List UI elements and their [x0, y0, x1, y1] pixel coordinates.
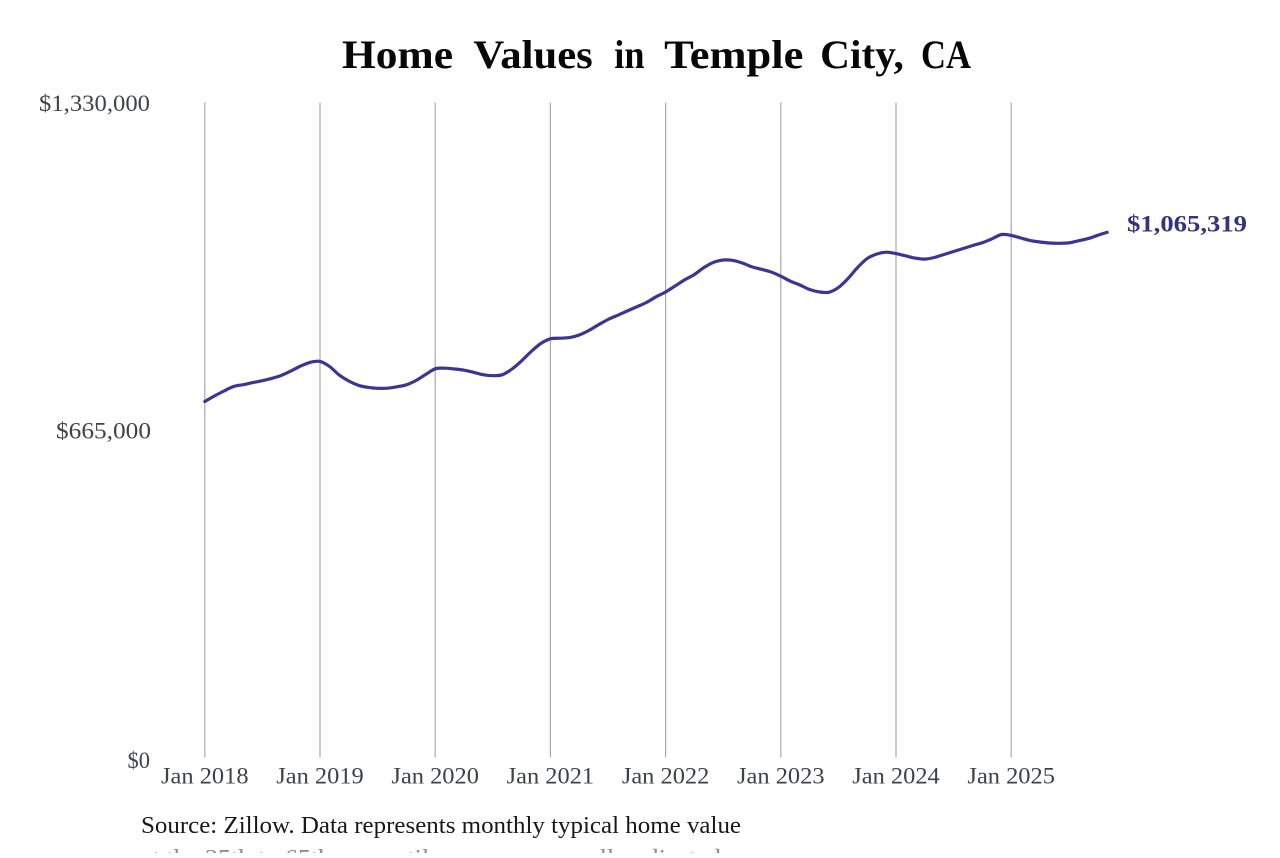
svg-text:Jan 2025: Jan 2025 — [967, 763, 1055, 788]
svg-text:CA: CA — [921, 32, 971, 77]
svg-text:Jan 2021: Jan 2021 — [507, 763, 595, 788]
svg-text:Source: Zillow. Data represent: Source: Zillow. Data represents monthly … — [141, 813, 741, 839]
svg-text:Temple: Temple — [664, 32, 803, 77]
svg-text:City,: City, — [820, 32, 904, 77]
svg-text:$665,000: $665,000 — [56, 418, 151, 443]
svg-text:Jan 2019: Jan 2019 — [276, 763, 364, 788]
svg-text:Jan 2024: Jan 2024 — [852, 763, 940, 788]
svg-text:Jan 2018: Jan 2018 — [161, 763, 249, 788]
svg-text:Values: Values — [473, 32, 592, 77]
svg-text:$1,330,000: $1,330,000 — [39, 91, 150, 116]
svg-text:$0: $0 — [128, 748, 151, 773]
svg-text:Jan 2020: Jan 2020 — [391, 763, 479, 788]
svg-text:in: in — [614, 32, 644, 77]
svg-text:Jan 2023: Jan 2023 — [737, 763, 825, 788]
svg-text:Jan 2022: Jan 2022 — [622, 763, 710, 788]
svg-text:$1,065,319: $1,065,319 — [1127, 212, 1247, 238]
svg-text:at the 35th to 65th percentile: at the 35th to 65th percentile range, se… — [141, 846, 721, 853]
svg-text:Home: Home — [342, 32, 453, 77]
